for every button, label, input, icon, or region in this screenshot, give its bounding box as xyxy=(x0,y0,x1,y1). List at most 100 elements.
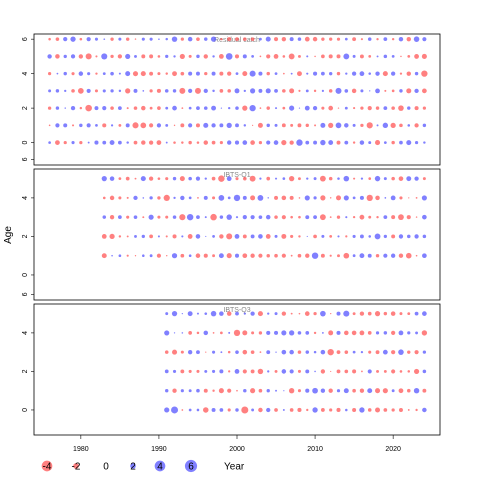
residual-bubble xyxy=(203,407,209,413)
residual-bubble xyxy=(141,105,146,111)
residual-bubble xyxy=(211,71,216,76)
residual-bubble xyxy=(142,90,145,92)
residual-bubble xyxy=(312,105,318,111)
residual-bubble xyxy=(328,122,334,128)
residual-bubble xyxy=(235,177,239,181)
residual-bubble xyxy=(94,89,98,93)
residual-bubble xyxy=(250,234,255,239)
residual-bubble xyxy=(290,123,294,127)
residual-bubble xyxy=(218,54,224,59)
residual-bubble xyxy=(283,72,285,75)
residual-bubble xyxy=(273,140,279,145)
residual-bubble xyxy=(336,195,341,201)
residual-bubble xyxy=(259,37,262,41)
residual-bubble xyxy=(250,88,256,94)
residual-bubble xyxy=(180,123,185,128)
residual-bubble xyxy=(242,369,247,374)
residual-bubble xyxy=(305,123,309,128)
residual-bubble xyxy=(156,88,161,93)
residual-bubble xyxy=(367,311,372,316)
residual-bubble xyxy=(140,122,147,129)
residual-bubble xyxy=(265,214,271,220)
residual-bubble xyxy=(383,141,387,144)
residual-bubble xyxy=(336,389,341,393)
residual-bubble xyxy=(289,140,294,145)
residual-bubble xyxy=(85,53,92,60)
residual-bubble xyxy=(368,235,372,238)
residual-bubble xyxy=(258,140,263,145)
residual-bubble xyxy=(228,331,231,334)
residual-bubble xyxy=(383,311,388,316)
residual-bubble xyxy=(421,70,428,77)
residual-bubble xyxy=(328,105,334,111)
residual-bubble xyxy=(188,331,193,335)
residual-bubble xyxy=(275,177,278,180)
residual-bubble xyxy=(48,89,52,93)
residual-bubble xyxy=(274,37,279,42)
residual-bubble xyxy=(226,311,232,316)
residual-bubble xyxy=(204,71,208,76)
residual-bubble xyxy=(102,72,106,76)
residual-bubble xyxy=(258,88,263,93)
residual-bubble xyxy=(305,350,310,354)
residual-bubble xyxy=(352,216,356,219)
residual-bubble xyxy=(219,89,224,93)
residual-bubble xyxy=(274,195,279,200)
residual-bubble xyxy=(204,177,207,180)
residual-bubble xyxy=(243,312,246,315)
residual-bubble xyxy=(281,311,287,316)
residual-bubble xyxy=(329,37,333,41)
residual-bubble xyxy=(274,408,278,412)
residual-bubble xyxy=(173,141,176,144)
residual-bubble xyxy=(383,177,387,181)
residual-bubble xyxy=(204,37,208,41)
residual-bubble xyxy=(368,177,372,180)
residual-bubble xyxy=(329,235,333,238)
residual-bubble xyxy=(197,197,199,199)
residual-bubble xyxy=(234,54,240,59)
residual-bubble xyxy=(157,177,161,180)
residual-bubble xyxy=(47,106,52,110)
residual-bubble xyxy=(118,140,122,145)
residual-bubble xyxy=(186,213,194,221)
residual-bubble xyxy=(166,254,168,257)
residual-bubble xyxy=(187,234,193,239)
residual-bubble xyxy=(172,176,177,181)
residual-bubble xyxy=(64,89,67,93)
residual-bubble xyxy=(228,370,231,373)
residual-bubble xyxy=(313,215,317,220)
residual-bubble xyxy=(48,72,52,76)
residual-bubble xyxy=(205,351,207,353)
residual-bubble xyxy=(289,37,294,42)
residual-bubble xyxy=(63,37,68,42)
residual-bubble xyxy=(360,89,364,93)
residual-bubble xyxy=(219,215,224,219)
residual-bubble xyxy=(101,253,107,259)
residual-bubble xyxy=(233,194,241,202)
residual-bubble xyxy=(259,177,262,180)
residual-bubble xyxy=(226,233,233,240)
residual-bubble xyxy=(235,408,239,412)
residual-bubble xyxy=(305,369,310,374)
legend-bubble xyxy=(130,463,136,469)
residual-bubble xyxy=(180,195,185,201)
residual-bubble xyxy=(391,350,396,355)
residual-bubble xyxy=(421,195,427,201)
residual-bubble xyxy=(172,105,177,111)
residual-bubble xyxy=(157,72,161,76)
residual-bubble xyxy=(321,331,324,334)
residual-bubble xyxy=(220,38,223,41)
residual-bubble xyxy=(156,123,162,128)
residual-bubble xyxy=(421,330,428,336)
residual-bubble xyxy=(376,369,380,373)
residual-bubble xyxy=(125,123,130,128)
residual-bubble xyxy=(157,215,161,219)
residual-bubble xyxy=(257,122,263,128)
residual-bubble xyxy=(234,369,240,374)
residual-bubble xyxy=(352,388,356,393)
residual-bubble xyxy=(344,369,349,374)
residual-bubble xyxy=(196,141,200,144)
residual-bubble xyxy=(250,37,255,41)
residual-bubble xyxy=(243,89,246,93)
residual-bubble xyxy=(55,54,60,59)
